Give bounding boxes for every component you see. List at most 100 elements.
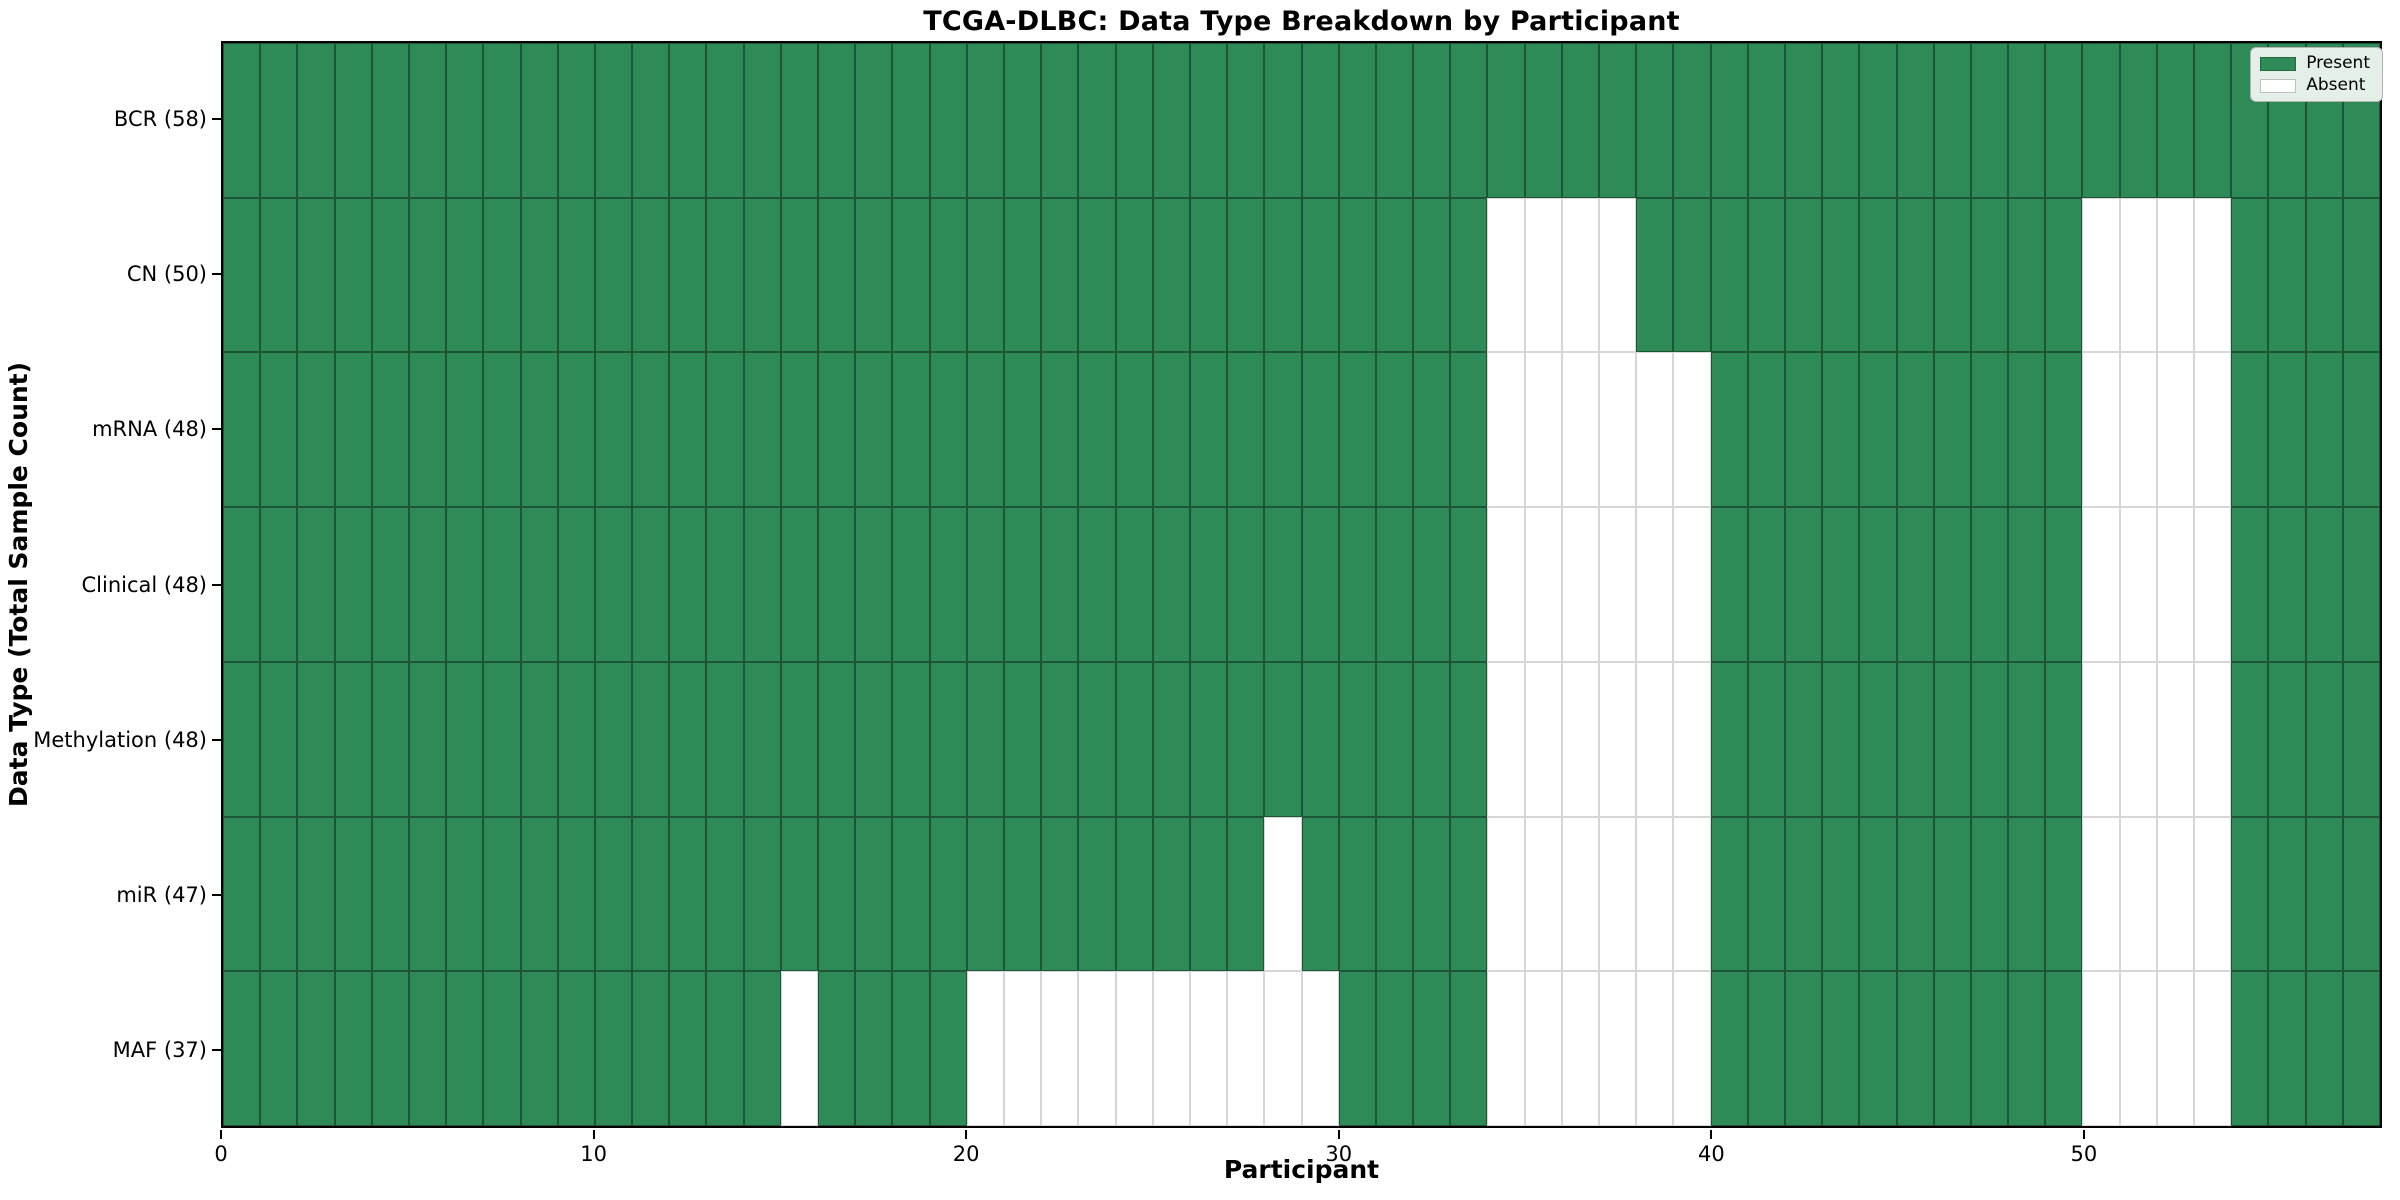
cell-mRNA-p35 [1524, 352, 1562, 508]
cell-Methylation-p48 [2008, 661, 2046, 817]
cell-Methylation-p3 [334, 661, 372, 817]
cell-miR-p51 [2119, 816, 2157, 972]
cell-CN-p15 [780, 197, 819, 353]
cell-MAF-p30 [1338, 971, 1376, 1126]
cell-miR-p21 [1003, 816, 1042, 972]
cell-MAF-p39 [1673, 971, 1711, 1126]
cell-miR-p1 [260, 816, 298, 972]
cell-Clinical-p40 [1710, 507, 1748, 662]
cell-BCR-p48 [2008, 43, 2046, 198]
cell-MAF-p38 [1636, 971, 1674, 1126]
cell-BCR-p33 [1450, 43, 1488, 198]
cell-mRNA-p39 [1673, 352, 1711, 508]
cell-Methylation-p1 [260, 661, 298, 817]
cell-MAF-p25 [1152, 971, 1190, 1126]
cell-MAF-p55 [2268, 971, 2306, 1126]
cell-Methylation-p32 [1413, 661, 1451, 817]
cell-CN-p8 [520, 197, 558, 353]
cell-miR-p37 [1599, 816, 1637, 972]
cell-MAF-p41 [1747, 971, 1785, 1126]
cell-mRNA-p11 [632, 352, 670, 508]
cell-MAF-p22 [1041, 971, 1079, 1126]
cell-CN-p13 [706, 197, 744, 353]
cell-MAF-p11 [632, 971, 670, 1126]
cell-mRNA-p55 [2268, 352, 2306, 508]
cell-Methylation-p21 [1003, 661, 1042, 817]
cell-mRNA-p50 [2082, 352, 2120, 508]
cell-Methylation-p46 [1933, 661, 1971, 817]
cell-miR-p47 [1970, 816, 2009, 972]
cell-miR-p10 [594, 816, 633, 972]
cell-CN-p40 [1710, 197, 1748, 353]
cell-MAF-p48 [2008, 971, 2046, 1126]
cell-BCR-p44 [1859, 43, 1897, 198]
cell-BCR-p16 [818, 43, 856, 198]
xtick-mark-10 [592, 1130, 595, 1139]
cell-Clinical-p42 [1784, 507, 1823, 662]
cell-miR-p2 [297, 816, 335, 972]
ytick-mark-BCR [212, 117, 221, 120]
cell-miR-p40 [1710, 816, 1748, 972]
cell-BCR-p23 [1078, 43, 1116, 198]
cell-Methylation-p9 [557, 661, 595, 817]
cell-MAF-p6 [446, 971, 484, 1126]
cell-miR-p25 [1152, 816, 1190, 972]
ytick-mark-Methylation [212, 738, 221, 741]
cell-MAF-p56 [2305, 971, 2343, 1126]
cell-mRNA-p41 [1747, 352, 1785, 508]
cell-Clinical-p55 [2268, 507, 2306, 662]
cell-Clinical-p9 [557, 507, 595, 662]
cell-BCR-p25 [1152, 43, 1190, 198]
cell-Clinical-p6 [446, 507, 484, 662]
cell-BCR-p12 [669, 43, 707, 198]
cell-miR-p44 [1859, 816, 1897, 972]
cell-Clinical-p0 [223, 507, 261, 662]
cell-MAF-p32 [1413, 971, 1451, 1126]
cell-mRNA-p38 [1636, 352, 1674, 508]
cell-Methylation-p8 [520, 661, 558, 817]
cell-miR-p43 [1822, 816, 1860, 972]
cell-CN-p23 [1078, 197, 1116, 353]
cell-Methylation-p56 [2305, 661, 2343, 817]
cell-miR-p56 [2305, 816, 2343, 972]
legend-label-absent: Absent [2306, 75, 2366, 95]
cell-Methylation-p19 [929, 661, 967, 817]
cell-mRNA-p0 [223, 352, 261, 508]
cell-BCR-p31 [1375, 43, 1414, 198]
cell-CN-p7 [483, 197, 521, 353]
cell-Clinical-p19 [929, 507, 967, 662]
cell-mRNA-p45 [1896, 352, 1934, 508]
cell-BCR-p26 [1189, 43, 1228, 198]
cell-mRNA-p16 [818, 352, 856, 508]
cell-Clinical-p30 [1338, 507, 1376, 662]
cell-Clinical-p11 [632, 507, 670, 662]
cell-CN-p34 [1487, 197, 1525, 353]
cell-Clinical-p57 [2342, 507, 2380, 662]
cell-Methylation-p55 [2268, 661, 2306, 817]
cell-BCR-p42 [1784, 43, 1823, 198]
cell-miR-p39 [1673, 816, 1711, 972]
cell-MAF-p44 [1859, 971, 1897, 1126]
cell-mRNA-p23 [1078, 352, 1116, 508]
cell-Methylation-p34 [1487, 661, 1525, 817]
cell-CN-p20 [966, 197, 1004, 353]
cell-Clinical-p20 [966, 507, 1004, 662]
cell-mRNA-p15 [780, 352, 819, 508]
cell-miR-p4 [371, 816, 409, 972]
cell-BCR-p45 [1896, 43, 1934, 198]
cell-MAF-p4 [371, 971, 409, 1126]
cell-CN-p1 [260, 197, 298, 353]
cell-CN-p51 [2119, 197, 2157, 353]
cell-MAF-p7 [483, 971, 521, 1126]
cell-MAF-p9 [557, 971, 595, 1126]
cell-Clinical-p33 [1450, 507, 1488, 662]
cell-CN-p47 [1970, 197, 2009, 353]
cell-Clinical-p54 [2231, 507, 2269, 662]
cell-BCR-p8 [520, 43, 558, 198]
ytick-mark-CN [212, 272, 221, 275]
cell-Methylation-p13 [706, 661, 744, 817]
cell-MAF-p36 [1561, 971, 1600, 1126]
cell-mRNA-p46 [1933, 352, 1971, 508]
cell-miR-p33 [1450, 816, 1488, 972]
cell-Clinical-p1 [260, 507, 298, 662]
